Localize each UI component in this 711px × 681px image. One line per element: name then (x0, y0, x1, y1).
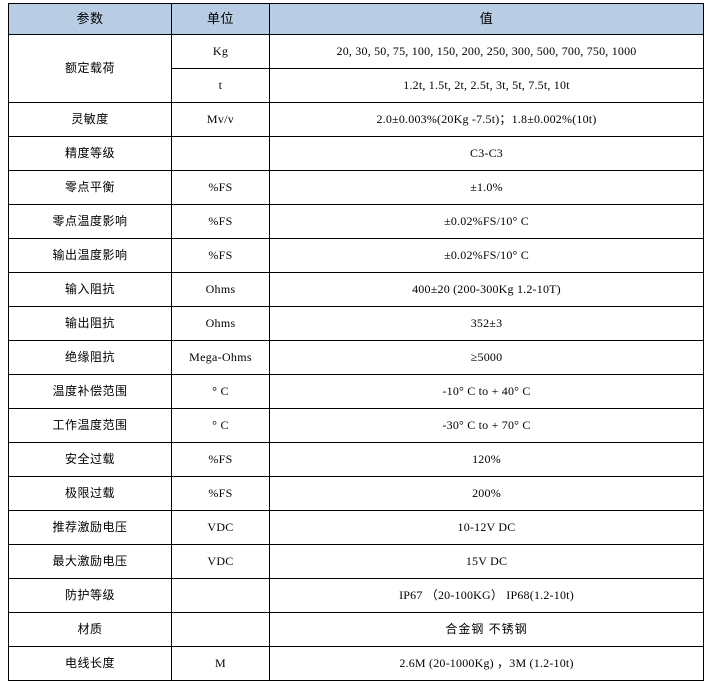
cell-value: 2.0±0.003%(20Kg -7.5t)；1.8±0.002%(10t) (269, 102, 704, 137)
table-row: 工作温度范围 ° C -30° C to + 70° C (8, 408, 704, 443)
cell-value: 400±20 (200-300Kg 1.2-10T) (269, 272, 704, 307)
cell-value: C3-C3 (269, 136, 704, 171)
cell-unit: Ohms (171, 272, 270, 307)
cell-parameter: 推荐激励电压 (8, 510, 172, 545)
cell-value: ±0.02%FS/10° C (269, 238, 704, 273)
cell-unit: Mega-Ohms (171, 340, 270, 375)
cell-unit: %FS (171, 204, 270, 239)
table-row: 推荐激励电压 VDC 10-12V DC (8, 510, 704, 545)
cell-unit: Mv/v (171, 102, 270, 137)
cell-unit (171, 136, 270, 171)
table-row: 防护等级 IP67 （20-100KG） IP68(1.2-10t) (8, 578, 704, 613)
cell-parameter: 温度补偿范围 (8, 374, 172, 409)
table-row: 零点温度影响 %FS ±0.02%FS/10° C (8, 204, 704, 239)
table-row: 输入阻抗 Ohms 400±20 (200-300Kg 1.2-10T) (8, 272, 704, 307)
cell-parameter: 灵敏度 (8, 102, 172, 137)
table-row: 最大激励电压 VDC 15V DC (8, 544, 704, 579)
cell-unit: VDC (171, 510, 270, 545)
column-header-value: 值 (269, 3, 704, 35)
table-body: 额定载荷 Kg 20, 30, 50, 75, 100, 150, 200, 250… (8, 34, 704, 681)
cell-parameter: 精度等级 (8, 136, 172, 171)
table-row: 材质 合金钢 不锈钢 (8, 612, 704, 647)
cell-unit (171, 578, 270, 613)
cell-value: ±1.0% (269, 170, 704, 205)
spec-sheet: 参数 单位 值 额定载荷 Kg 20, 30, 50, 75, 100, 150, … (8, 3, 704, 681)
cell-value: -30° C to + 70° C (269, 408, 704, 443)
cell-value: 15V DC (269, 544, 704, 579)
cell-parameter: 输入阻抗 (8, 272, 172, 307)
cell-unit: Kg (171, 34, 270, 69)
cell-parameter: 工作温度范围 (8, 408, 172, 443)
cell-value: 200% (269, 476, 704, 511)
cell-parameter: 输出温度影响 (8, 238, 172, 273)
cell-value: 合金钢 不锈钢 (269, 612, 704, 647)
cell-unit: ° C (171, 374, 270, 409)
cell-unit: t (171, 68, 270, 103)
table-header: 参数 单位 值 (8, 3, 704, 35)
table-row: 输出温度影响 %FS ±0.02%FS/10° C (8, 238, 704, 273)
cell-parameter: 防护等级 (8, 578, 172, 613)
cell-parameter: 材质 (8, 612, 172, 647)
table-row: 灵敏度 Mv/v 2.0±0.003%(20Kg -7.5t)；1.8±0.002%… (8, 102, 704, 137)
table-row: 输出阻抗 Ohms 352±3 (8, 306, 704, 341)
table-row: 安全过载 %FS 120% (8, 442, 704, 477)
table-row: 绝缘阻抗 Mega-Ohms ≥5000 (8, 340, 704, 375)
cell-unit: %FS (171, 476, 270, 511)
table-row: 零点平衡 %FS ±1.0% (8, 170, 704, 205)
cell-value: 20, 30, 50, 75, 100, 150, 200, 250, 300,… (269, 34, 704, 69)
cell-parameter: 最大激励电压 (8, 544, 172, 579)
cell-unit: %FS (171, 170, 270, 205)
cell-parameter: 极限过载 (8, 476, 172, 511)
cell-unit: %FS (171, 442, 270, 477)
table-row: 温度补偿范围 ° C -10° C to + 40° C (8, 374, 704, 409)
cell-value: 352±3 (269, 306, 704, 341)
cell-parameter: 额定载荷 (8, 34, 172, 103)
column-header-unit: 单位 (171, 3, 270, 35)
cell-unit (171, 612, 270, 647)
cell-parameter: 绝缘阻抗 (8, 340, 172, 375)
cell-unit: %FS (171, 238, 270, 273)
cell-value: 10-12V DC (269, 510, 704, 545)
cell-value: 2.6M (20-1000Kg) ，3M (1.2-10t) (269, 646, 704, 681)
cell-value: 120% (269, 442, 704, 477)
cell-value: ±0.02%FS/10° C (269, 204, 704, 239)
column-header-parameter: 参数 (8, 3, 172, 35)
cell-unit: Ohms (171, 306, 270, 341)
table-row: 精度等级 C3-C3 (8, 136, 704, 171)
cell-parameter: 零点平衡 (8, 170, 172, 205)
cell-value: -10° C to + 40° C (269, 374, 704, 409)
table-row: 额定载荷 Kg 20, 30, 50, 75, 100, 150, 200, 250… (8, 34, 704, 103)
cell-parameter: 输出阻抗 (8, 306, 172, 341)
table-header-row: 参数 单位 值 (8, 3, 704, 35)
cell-parameter: 电线长度 (8, 646, 172, 681)
cell-unit: ° C (171, 408, 270, 443)
cell-parameter: 安全过载 (8, 442, 172, 477)
specification-table: 参数 单位 值 额定载荷 Kg 20, 30, 50, 75, 100, 150, … (8, 3, 704, 681)
table-row: 极限过载 %FS 200% (8, 476, 704, 511)
cell-value: ≥5000 (269, 340, 704, 375)
cell-unit: VDC (171, 544, 270, 579)
cell-value: 1.2t, 1.5t, 2t, 2.5t, 3t, 5t, 7.5t, 10t (269, 68, 704, 103)
table-row: 电线长度 M 2.6M (20-1000Kg) ，3M (1.2-10t) (8, 646, 704, 681)
cell-parameter: 零点温度影响 (8, 204, 172, 239)
cell-value: IP67 （20-100KG） IP68(1.2-10t) (269, 578, 704, 613)
cell-unit: M (171, 646, 270, 681)
